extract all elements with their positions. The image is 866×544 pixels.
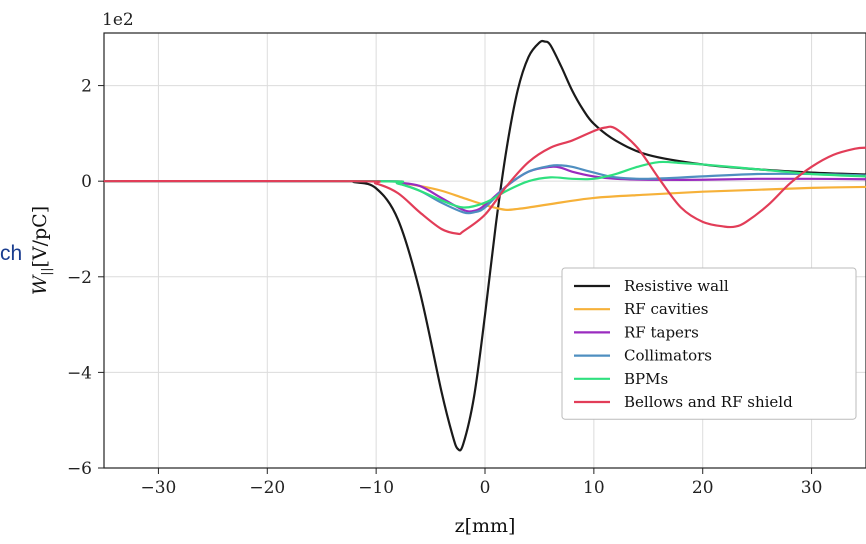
legend: Resistive wall RF cavities RF tapers Collim… bbox=[561, 267, 857, 420]
series-layer bbox=[102, 39, 866, 452]
y-tick-label: −2 bbox=[67, 268, 92, 288]
x-tick-label: −30 bbox=[140, 478, 176, 498]
legend-label: Bellows and RF shield bbox=[624, 393, 793, 411]
legend-label: BPMs bbox=[624, 370, 668, 388]
y-axis-label-units: [V/pC] bbox=[29, 206, 51, 268]
stray-text: ch bbox=[0, 242, 23, 265]
y-axis-label-main: W bbox=[29, 274, 51, 295]
y-axis-label-sub: || bbox=[39, 268, 53, 276]
legend-label: Collimators bbox=[624, 347, 712, 365]
series-line-1 bbox=[102, 39, 866, 452]
series-line-5 bbox=[102, 160, 866, 209]
grid bbox=[104, 33, 866, 469]
x-tick-label: 10 bbox=[583, 478, 605, 498]
legend-label: Resistive wall bbox=[624, 277, 729, 295]
y-tick-label: −4 bbox=[67, 363, 92, 383]
x-axis-label: z[mm] bbox=[455, 515, 516, 537]
legend-label: RF tapers bbox=[624, 323, 699, 341]
y-tick-label: 0 bbox=[81, 172, 92, 192]
x-tick-label: 20 bbox=[692, 478, 714, 498]
x-tick-label: −10 bbox=[358, 478, 394, 498]
series-line-6 bbox=[102, 125, 866, 236]
x-tick-label: −20 bbox=[249, 478, 285, 498]
y-tick-label: −6 bbox=[67, 459, 92, 479]
ticks: −30 −20 −10 0 10 20 30−6−4−202 bbox=[67, 77, 822, 498]
x-tick-label: 0 bbox=[480, 478, 491, 498]
x-tick-label: 30 bbox=[801, 478, 823, 498]
y-tick-label: 2 bbox=[81, 77, 92, 97]
legend-label: RF cavities bbox=[624, 300, 709, 318]
legend-box bbox=[561, 267, 857, 420]
y-multiplier: 1e2 bbox=[102, 10, 134, 30]
y-axis-label: W||[V/pC] bbox=[29, 206, 53, 295]
